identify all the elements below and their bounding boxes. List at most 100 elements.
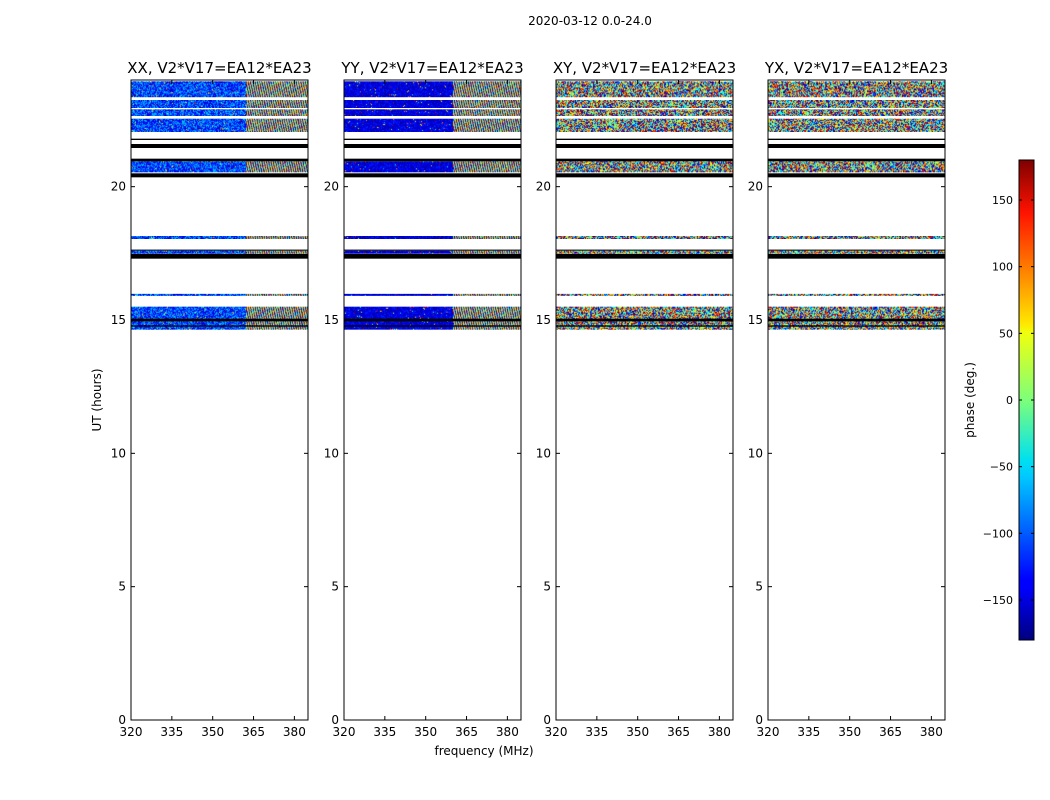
gap-line-1 (556, 116, 733, 119)
y-tick-label: 15 (324, 313, 339, 327)
data-band-4 (131, 306, 308, 330)
gap-line-1 (131, 116, 308, 119)
data-band-2 (768, 81, 945, 98)
flag-band-4 (344, 253, 521, 259)
flag-band-8 (131, 325, 308, 327)
y-tick-label: 5 (331, 580, 339, 594)
panel-frame-1 (130, 79, 309, 721)
y-tick-label: 5 (543, 580, 551, 594)
y-tick-label: 5 (755, 580, 763, 594)
data-band-3 (768, 161, 945, 173)
y-tick-label: 15 (748, 313, 763, 327)
gap-line-2 (768, 97, 945, 100)
y-tick-label: 5 (118, 580, 126, 594)
gap-line-3 (131, 108, 308, 110)
y-tick-label: 20 (536, 180, 551, 194)
y-tick-label: 10 (536, 446, 551, 460)
x-tick-label: 350 (838, 725, 861, 739)
x-tick-label: 335 (797, 725, 820, 739)
x-tick-label: 350 (414, 725, 437, 739)
flag-band-1 (131, 144, 308, 148)
panel-4: 320 335 350 365 380 0 5 10 15 20 YX, V2*V17=EA12*E… (748, 59, 948, 739)
flag-band-4 (768, 253, 945, 259)
gap-line-3 (768, 108, 945, 110)
data-band-6 (344, 236, 521, 239)
colorbar: 150 100 50 0 −50 −100 −150 (983, 159, 1035, 641)
y-tick-label: 15 (111, 313, 126, 327)
flag-band-6 (344, 138, 521, 140)
x-tick-label: 365 (667, 725, 690, 739)
x-tick-label: 380 (283, 725, 306, 739)
data-band-7 (556, 293, 733, 296)
x-tick-label: 320 (333, 725, 356, 739)
x-tick-label: 365 (879, 725, 902, 739)
gap-line-1 (344, 116, 521, 119)
data-band-6 (768, 236, 945, 239)
data-band-2 (344, 81, 521, 98)
panel-frame-3 (555, 79, 734, 721)
flag-band-3 (556, 158, 733, 162)
x-tick-label: 320 (120, 725, 143, 739)
gap-line-3 (344, 108, 521, 110)
data-band-6 (556, 236, 733, 239)
panel-3: 320 335 350 365 380 0 5 10 15 20 XY, V2*V17=EA12*E… (536, 59, 736, 739)
panel-title: YX, V2*V17=EA12*EA23 (764, 59, 948, 77)
flag-band-6 (556, 138, 733, 140)
x-tick-label: 365 (455, 725, 478, 739)
x-tick-label: 335 (373, 725, 396, 739)
panel-1: 320 335 350 365 380 0 5 10 15 20 XX, V2*V17=EA12*E… (111, 59, 312, 739)
data-band-3 (556, 161, 733, 173)
figure-suptitle: 2020-03-12 0.0-24.0 (528, 14, 652, 28)
data-band-2 (131, 81, 308, 98)
y-tick-label: 0 (543, 713, 551, 727)
gap-line-3 (556, 108, 733, 110)
flag-band-6 (768, 138, 945, 140)
flag-band-4 (131, 253, 308, 259)
panel-title: XX, V2*V17=EA12*EA23 (127, 59, 311, 77)
flag-band-7 (131, 318, 308, 322)
data-band-4 (768, 306, 945, 330)
y-tick-label: 0 (118, 713, 126, 727)
y-tick-label: 20 (748, 180, 763, 194)
x-axis-label: frequency (MHz) (434, 744, 533, 758)
flag-band-7 (556, 318, 733, 322)
colorbar-tick-label: 0 (1006, 394, 1013, 407)
flag-band-2 (768, 173, 945, 178)
panel-title: XY, V2*V17=EA12*EA23 (553, 59, 736, 77)
flag-band-1 (556, 144, 733, 148)
y-tick-label: 10 (111, 446, 126, 460)
flag-band-8 (556, 325, 733, 327)
flag-band-5 (768, 249, 945, 251)
data-band-3 (344, 161, 521, 173)
data-band-6 (131, 236, 308, 239)
panel-2: 320 335 350 365 380 0 5 10 15 20 YY, V2*V17=EA12*E… (324, 59, 524, 739)
x-tick-label: 350 (626, 725, 649, 739)
gap-line-1 (768, 116, 945, 119)
flag-band-3 (131, 158, 308, 162)
x-tick-label: 335 (160, 725, 183, 739)
flag-band-1 (344, 144, 521, 148)
flag-band-3 (344, 158, 521, 162)
panel-frame-2 (343, 79, 522, 721)
data-band-5 (768, 250, 945, 254)
colorbar-tick-label: 50 (999, 327, 1013, 340)
colorbar-tick-label: −50 (990, 461, 1013, 474)
flag-band-4 (556, 253, 733, 259)
gap-line-2 (556, 97, 733, 100)
y-tick-label: 20 (111, 180, 126, 194)
y-tick-label: 10 (748, 446, 763, 460)
flag-band-1 (768, 144, 945, 148)
flag-band-2 (556, 173, 733, 178)
panel-frame-4 (767, 79, 946, 721)
y-tick-label: 0 (331, 713, 339, 727)
gap-line-2 (131, 97, 308, 100)
y-tick-label: 20 (324, 180, 339, 194)
flag-band-8 (344, 325, 521, 327)
flag-band-2 (344, 173, 521, 178)
data-band-5 (556, 250, 733, 254)
x-tick-label: 335 (585, 725, 608, 739)
data-band-7 (131, 293, 308, 296)
data-band-5 (131, 250, 308, 254)
flag-band-5 (556, 249, 733, 251)
